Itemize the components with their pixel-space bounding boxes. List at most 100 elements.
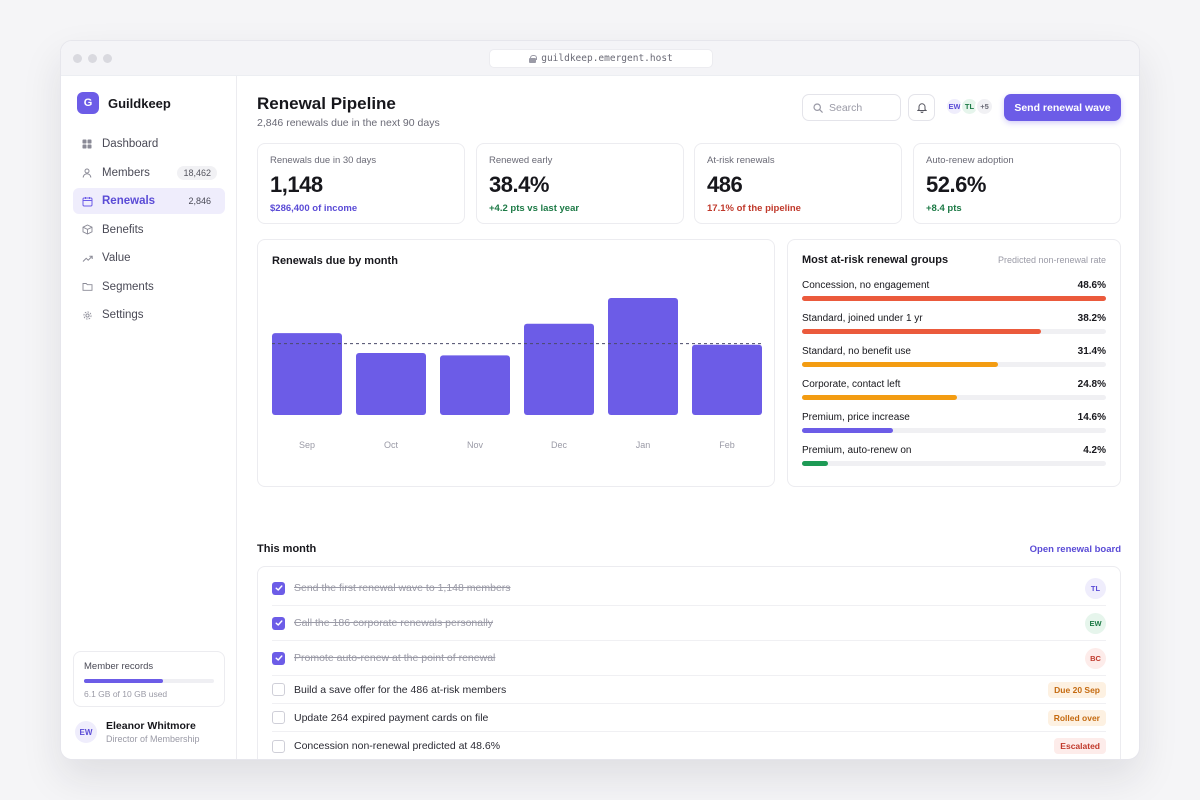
renewals-chart-card: Sep Oct Nov Dec Jan Feb Renewals due by month <box>257 239 775 487</box>
sidebar-item-members[interactable]: Members 18,462 <box>73 160 225 186</box>
user-name: Eleanor Whitmore <box>106 720 196 732</box>
sidebar-item-label: Renewals <box>102 195 156 207</box>
task-checkbox[interactable] <box>272 739 285 753</box>
kpi-card[interactable]: Renewals due in 30 days 1,148 $286,400 of … <box>257 143 465 224</box>
risk-group-row[interactable]: Standard, joined under 1 yr 38.2% <box>802 313 1106 334</box>
kpi-card[interactable]: At-risk renewals 486 17.1% of the pipeline <box>694 143 902 224</box>
chart-title: Renewals due by month <box>272 255 398 267</box>
url-bar[interactable]: guildkeep.emergent.host <box>489 49 713 68</box>
chart-bar-oct[interactable] <box>356 352 426 415</box>
chart-bar-nov[interactable] <box>440 355 510 415</box>
chart-bar-jan[interactable] <box>608 298 678 415</box>
risk-bar <box>802 395 1106 400</box>
risk-note: Predicted non-renewal rate <box>997 255 1106 265</box>
kpi-change: +4.2 pts vs last year <box>489 203 580 214</box>
risk-group-row[interactable]: Premium, auto-renew on 4.2% <box>802 445 1106 466</box>
task-row[interactable]: Send the first renewal wave to 1,148 mem… <box>272 571 1106 606</box>
task-checkbox[interactable] <box>272 616 285 630</box>
sidebar-item-renewals[interactable]: Renewals 2,846 <box>73 188 225 214</box>
search-placeholder: Search <box>829 101 863 114</box>
task-checkbox[interactable] <box>272 683 285 696</box>
chart-bar-sep[interactable] <box>272 333 342 415</box>
user-icon <box>81 167 93 179</box>
risk-bar-fill <box>802 395 958 400</box>
risk-group-label: Premium, price increase <box>802 412 910 423</box>
open-renewal-board-link[interactable]: Open renewal board <box>1029 544 1121 555</box>
task-row[interactable]: Call the 186 corporate renewals personal… <box>272 606 1106 641</box>
close-dot[interactable] <box>73 54 82 63</box>
storage-used-text: 6.1 GB of 10 GB used <box>84 689 168 699</box>
assignee-avatar: EW <box>1085 612 1106 634</box>
task-checkbox[interactable] <box>272 581 285 595</box>
x-tick-label: Jan <box>636 440 651 450</box>
sidebar-nav: Dashboard Members 18,462 Renewals 2,846 Benef… <box>73 131 225 331</box>
risk-group-row[interactable]: Corporate, contact left 24.8% <box>802 379 1106 400</box>
x-tick-label: Oct <box>384 440 399 450</box>
search-input[interactable]: Search <box>802 94 901 121</box>
brand-logo: G <box>77 92 99 114</box>
check-icon <box>275 585 282 591</box>
kpi-change: 17.1% of the pipeline <box>707 203 801 214</box>
task-checkbox[interactable] <box>272 651 285 665</box>
sidebar-item-benefits[interactable]: Benefits <box>73 217 225 243</box>
risk-group-row[interactable]: Premium, price increase 14.6% <box>802 412 1106 433</box>
sidebar-item-count: 18,462 <box>177 165 217 180</box>
sidebar-item-value[interactable]: Value <box>73 245 225 271</box>
risk-group-label: Standard, joined under 1 yr <box>802 313 923 324</box>
send-renewal-wave-button[interactable]: Send renewal wave <box>1004 94 1121 121</box>
task-text: Update 264 expired payment cards on file <box>294 711 489 724</box>
x-tick-label: Nov <box>467 440 484 450</box>
sidebar: G Guildkeep Dashboard Members 18,462 Renewa… <box>61 76 237 759</box>
team-avatars[interactable]: EW TL +5 <box>945 97 994 116</box>
x-tick-label: Feb <box>719 440 735 450</box>
task-row[interactable]: Build a save offer for the 486 at-risk m… <box>272 676 1106 704</box>
sidebar-item-dashboard[interactable]: Dashboard <box>73 131 225 157</box>
sidebar-item-segments[interactable]: Segments <box>73 274 225 300</box>
avatar: EW <box>75 721 97 743</box>
user-profile[interactable]: EW Eleanor Whitmore Director of Membersh… <box>75 720 200 744</box>
risk-group-row[interactable]: Standard, no benefit use 31.4% <box>802 346 1106 367</box>
risk-group-rate: 48.6% <box>1077 280 1106 291</box>
minimize-dot[interactable] <box>88 54 97 63</box>
storage-title: Member records <box>84 661 154 672</box>
trend-icon <box>81 252 93 264</box>
storage-card: Member records 6.1 GB of 10 GB used <box>73 651 225 707</box>
risk-bar <box>802 296 1106 301</box>
task-row[interactable]: Promote auto-renew at the point of renew… <box>272 641 1106 676</box>
risk-bar <box>802 329 1106 334</box>
browser-titlebar: guildkeep.emergent.host <box>61 41 1139 76</box>
storage-bar-fill <box>84 679 164 683</box>
folder-icon <box>81 281 93 293</box>
task-status-tag: Due 20 Sep <box>1048 681 1106 698</box>
sidebar-item-label: Settings <box>102 309 144 321</box>
assignee-avatar: TL <box>1085 577 1106 599</box>
sidebar-item-settings[interactable]: Settings <box>73 302 225 328</box>
maximize-dot[interactable] <box>103 54 112 63</box>
bell-icon <box>916 103 927 113</box>
risk-group-rate: 4.2% <box>1083 445 1106 456</box>
risk-group-row[interactable]: Concession, no engagement 48.6% <box>802 280 1106 301</box>
risk-bar-fill <box>802 428 894 433</box>
notifications-button[interactable] <box>908 94 935 121</box>
grid-icon <box>81 138 93 150</box>
sidebar-item-label: Dashboard <box>102 138 159 150</box>
x-tick-label: Sep <box>299 440 315 450</box>
chart-bar-feb[interactable] <box>692 344 762 415</box>
brand[interactable]: G Guildkeep <box>77 92 171 114</box>
kpi-card[interactable]: Renewed early 38.4% +4.2 pts vs last year <box>476 143 684 224</box>
task-row[interactable]: Concession non-renewal predicted at 48.6… <box>272 732 1106 759</box>
sidebar-item-label: Value <box>102 252 131 264</box>
renewals-chart: Sep Oct Nov Dec Jan Feb <box>272 298 762 450</box>
task-list: Send the first renewal wave to 1,148 mem… <box>257 566 1121 759</box>
task-checkbox[interactable] <box>272 711 285 724</box>
risk-group-rate: 24.8% <box>1077 379 1106 390</box>
kpi-label: Renewals due in 30 days <box>270 155 377 166</box>
x-tick-label: Dec <box>551 440 568 450</box>
kpi-card[interactable]: Auto-renew adoption 52.6% +8.4 pts <box>913 143 1121 224</box>
task-row[interactable]: Update 264 expired payment cards on file… <box>272 704 1106 732</box>
kpi-change: $286,400 of income <box>270 203 358 214</box>
window-controls <box>73 54 112 63</box>
risk-group-rate: 31.4% <box>1077 346 1106 357</box>
risk-group-rate: 38.2% <box>1077 313 1106 324</box>
chart-bar-dec[interactable] <box>524 323 594 415</box>
